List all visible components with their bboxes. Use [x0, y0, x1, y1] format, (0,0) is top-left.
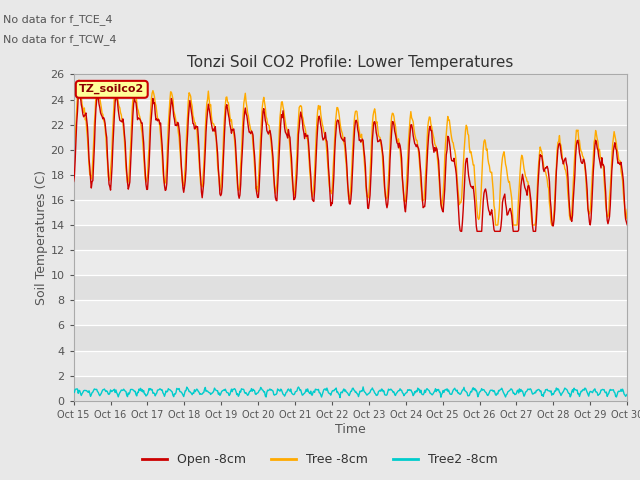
Bar [74, 376, 627, 401]
X-axis label: Time: Time [335, 422, 366, 436]
Bar [74, 74, 627, 99]
Bar [74, 99, 627, 125]
Legend: Open -8cm, Tree -8cm, Tree2 -8cm: Open -8cm, Tree -8cm, Tree2 -8cm [137, 448, 503, 471]
Bar [74, 200, 627, 225]
Bar [74, 275, 627, 300]
Bar [74, 150, 627, 175]
Title: Tonzi Soil CO2 Profile: Lower Temperatures: Tonzi Soil CO2 Profile: Lower Temperatur… [188, 56, 513, 71]
Bar [74, 175, 627, 200]
Text: No data for f_TCW_4: No data for f_TCW_4 [3, 34, 116, 45]
Bar [74, 250, 627, 275]
Y-axis label: Soil Temperatures (C): Soil Temperatures (C) [35, 170, 47, 305]
Bar [74, 350, 627, 376]
Bar [74, 325, 627, 350]
Text: No data for f_TCE_4: No data for f_TCE_4 [3, 14, 113, 25]
Bar [74, 225, 627, 250]
Text: TZ_soilco2: TZ_soilco2 [79, 84, 145, 95]
Bar [74, 300, 627, 325]
Bar [74, 125, 627, 150]
